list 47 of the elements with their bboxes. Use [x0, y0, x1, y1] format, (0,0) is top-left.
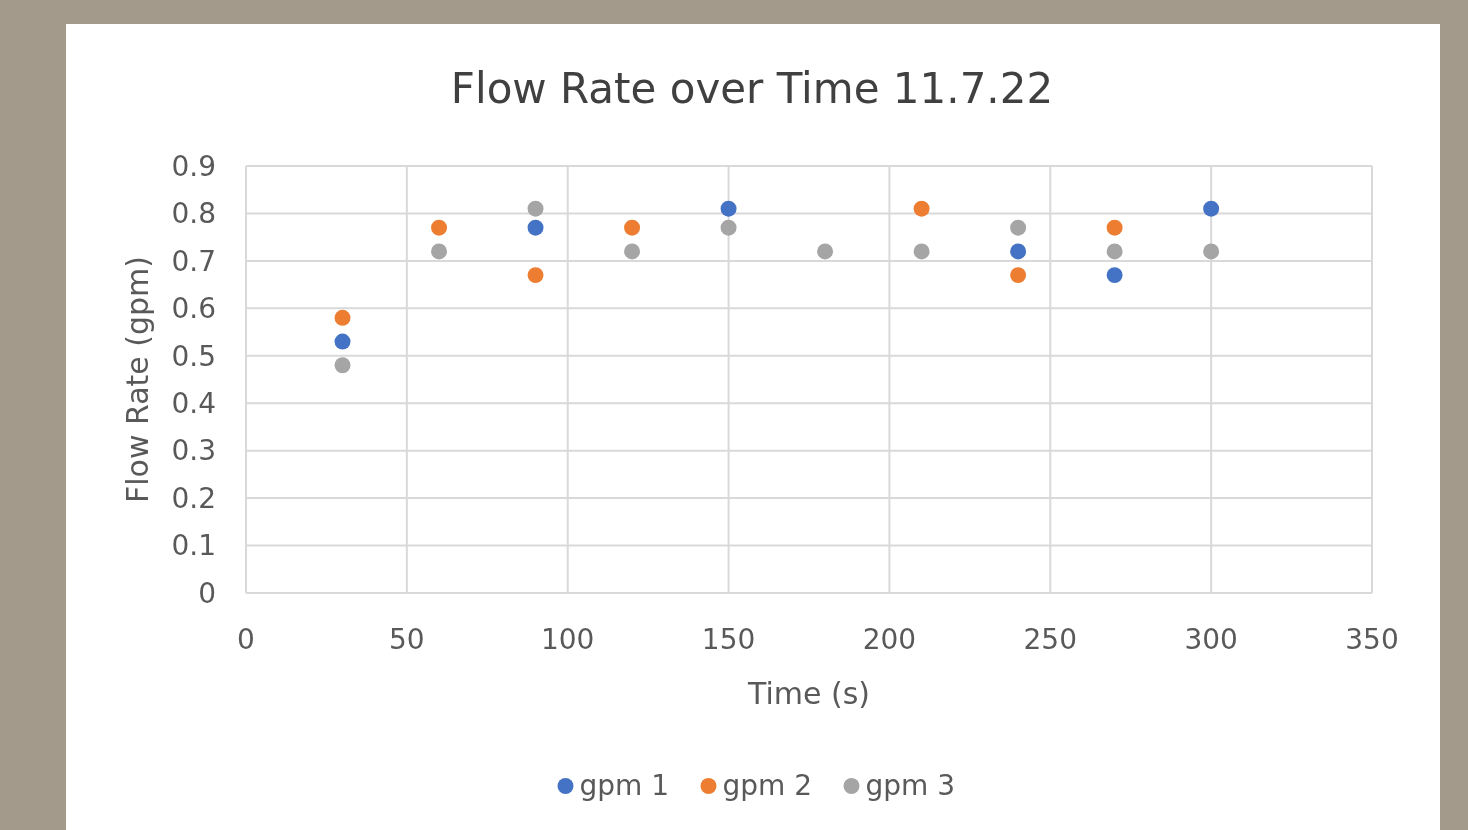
x-tick-label: 0: [237, 623, 255, 656]
point: [1203, 200, 1220, 217]
point: [1106, 219, 1123, 236]
legend-label: gpm 1: [579, 769, 670, 802]
point: [334, 309, 351, 326]
y-tick-label: 0.9: [171, 149, 216, 183]
point: [431, 219, 448, 236]
point: [1010, 243, 1027, 260]
legend-label: gpm 2: [722, 769, 813, 802]
y-axis-title: Flow Rate (gpm): [120, 255, 155, 504]
point: [913, 200, 930, 217]
point: [334, 357, 351, 374]
y-tick-label: 0.4: [171, 387, 216, 421]
point: [527, 200, 544, 217]
point: [431, 243, 448, 260]
x-tick-label: 100: [540, 623, 595, 656]
y-tick-label: 0.6: [171, 292, 216, 326]
y-tick-label: 0: [198, 576, 216, 610]
x-tick-label: 50: [389, 623, 425, 656]
y-tick-label: 0.1: [171, 529, 216, 563]
chart-title: Flow Rate over Time 11.7.22: [450, 64, 1054, 113]
point: [720, 219, 737, 236]
point: [1106, 243, 1123, 260]
point: [624, 243, 641, 260]
point: [1106, 267, 1123, 284]
y-tick-label: 0.7: [171, 244, 216, 278]
point: [913, 243, 930, 260]
y-tick-label: 0.3: [171, 434, 216, 468]
x-tick-label: 300: [1184, 623, 1238, 656]
legend-label: gpm 3: [865, 769, 956, 802]
y-tick-label: 0.2: [171, 481, 216, 515]
y-tick-label: 0.8: [171, 197, 216, 231]
x-tick-label: 150: [701, 623, 756, 656]
point: [527, 267, 544, 284]
x-tick-label: 350: [1345, 623, 1399, 656]
x-tick-label: 250: [1023, 623, 1078, 656]
point: [1010, 267, 1027, 284]
point: [334, 333, 351, 350]
point: [1203, 243, 1220, 260]
x-tick-label: 200: [862, 623, 917, 656]
x-axis-title: Time (s): [747, 676, 870, 711]
point: [527, 219, 544, 236]
y-tick-label: 0.5: [171, 339, 216, 373]
point: [624, 219, 641, 236]
point: [817, 243, 834, 260]
point: [720, 200, 737, 217]
point: [1010, 219, 1027, 236]
